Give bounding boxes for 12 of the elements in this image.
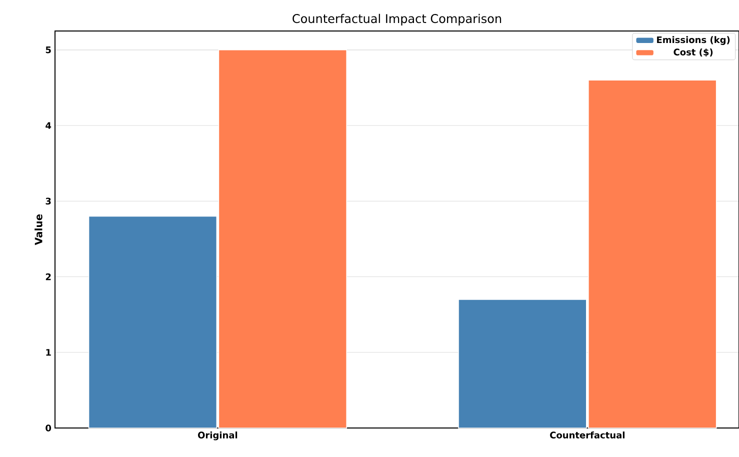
chart-title: Counterfactual Impact Comparison [292,14,502,26]
y-tick-label: 0 [46,424,52,432]
y-tick-label: 5 [46,46,51,54]
x-tick-label: Original [198,432,238,440]
y-tick-label: 3 [46,198,51,205]
y-tick-label: 2 [46,273,51,280]
y-tick-label: 1 [46,349,51,356]
y-tick-label: 4 [46,122,52,129]
legend-label: Emissions (kg) [657,36,730,45]
y-axis-title: Value [34,214,42,246]
x-tick-label: Counterfactual [550,432,624,438]
legend-label: Cost ($) [674,48,713,57]
